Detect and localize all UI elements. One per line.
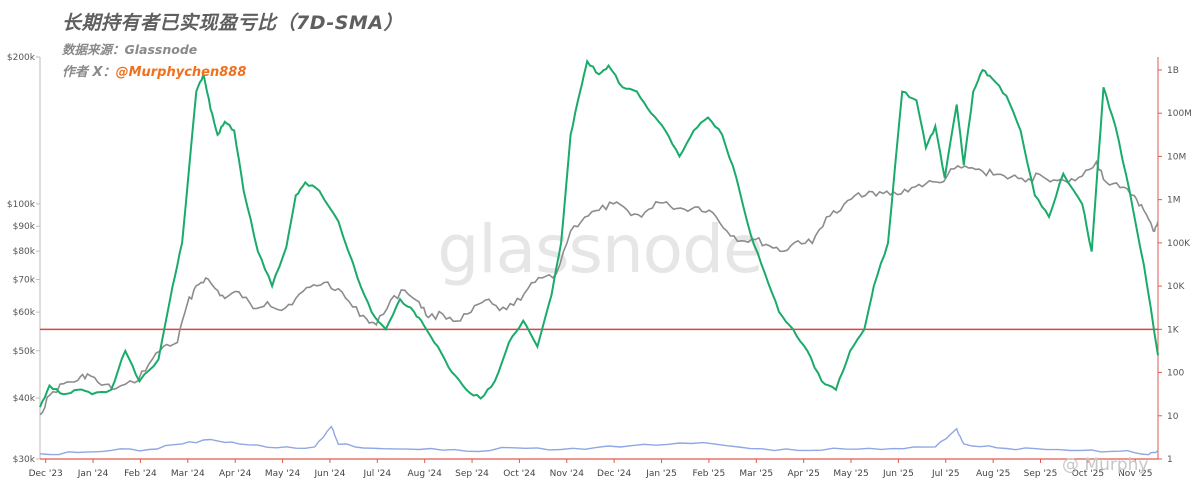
x-tick-label: Aug '25 [976,469,1010,479]
x-tick-label: Jul '25 [931,469,960,479]
x-tick-label: May '25 [833,469,868,479]
x-tick-label: Jun '24 [313,469,345,479]
left-tick-label: $200k [7,53,36,63]
x-tick-label: Mar '24 [171,469,205,479]
series-price-line [39,159,1159,416]
x-tick-label: Apr '25 [787,469,819,479]
x-tick-label: Feb '24 [124,469,157,479]
right-tick-label: 1B [1167,66,1179,76]
x-tick-label: Nov '24 [550,469,585,479]
x-tick-label: Nov '25 [1118,469,1152,479]
data-source-label: 数据来源：Glassnode [62,42,198,57]
right-ratio-axis: 1B 100M 10M 1M 100K 10K 1K 100 10 1 [1157,57,1192,465]
x-tick-label: Dec '23 [29,469,63,479]
right-tick-label: 100K [1167,239,1191,249]
x-tick-label: Oct '24 [503,469,536,479]
x-tick-label: Aug '24 [407,469,442,479]
chart-title: 长期持有者已实现盈亏比（7D-SMA） [62,12,404,34]
left-tick-label: $70k [13,275,36,285]
left-tick-label: $40k [13,394,36,404]
right-tick-label: 1M [1167,196,1181,206]
x-tick-label: Feb '25 [693,469,726,479]
x-tick-label: Oct '25 [1072,469,1104,479]
right-tick-label: 1 [1167,455,1173,465]
glassnode-watermark: glassnode [437,211,762,288]
x-tick-label: Dec '24 [597,469,631,479]
x-tick-label: Sep '24 [455,469,489,479]
x-tick-label: Sep '25 [1024,469,1058,479]
x-tick-label: May '24 [265,469,301,479]
left-tick-label: $100k [7,200,36,210]
right-tick-label: 10M [1167,152,1186,162]
x-tick-label: Jan '25 [645,469,677,479]
right-tick-label: 10 [1167,412,1179,422]
x-tick-label: Mar '25 [739,469,773,479]
series-volume-line [39,425,1159,456]
right-tick-label: 10K [1167,282,1185,292]
left-tick-label: $30k [13,455,36,465]
left-tick-label: $80k [13,247,36,257]
right-tick-label: 100 [1167,369,1184,379]
left-tick-label: $90k [13,222,36,232]
x-tick-label: Jun '25 [882,469,914,479]
x-tick-label: Jan '24 [77,469,109,479]
author-prefix: 作者 X： [62,65,116,80]
right-tick-label: 100M [1167,109,1192,119]
left-price-axis: $200k $100k $90k $80k $70k $60k $50k $40k $30k [7,53,41,465]
corner-watermark: @ Murphy [1062,455,1149,475]
x-tick-label: Jul '24 [362,469,391,479]
left-tick-label: $60k [13,308,36,318]
author-label: 作者 X：@Murphychen888 [62,61,246,80]
series-ratio-line [39,58,1159,408]
x-tick-label: Apr '24 [219,469,252,479]
x-date-axis: Dec '23 Jan '24 Feb '24 Mar '24 Apr '24 May '… [29,458,1158,479]
left-tick-label: $50k [13,347,36,357]
author-handle[interactable]: @Murphychen888 [115,65,247,80]
right-tick-label: 1K [1167,325,1180,335]
